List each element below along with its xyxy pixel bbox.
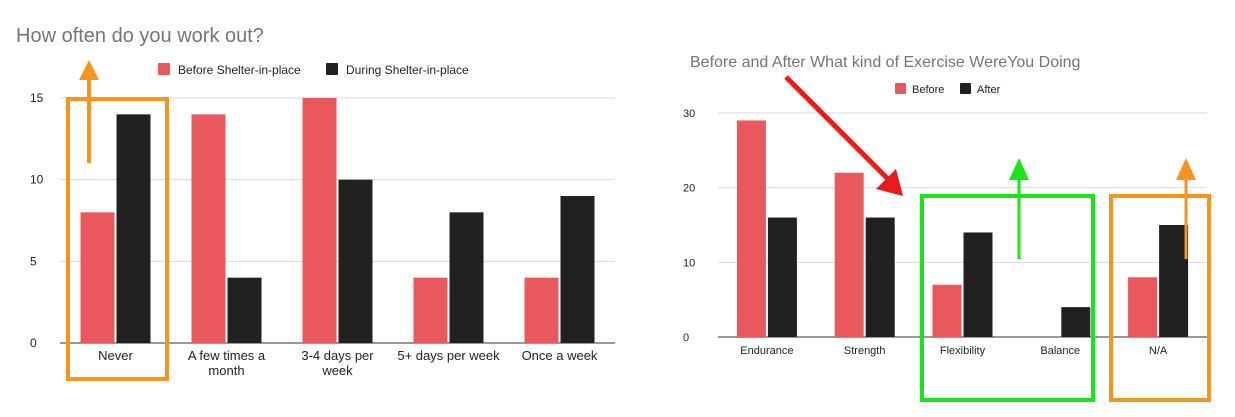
green-arrow-head <box>1009 158 1029 180</box>
category-label-once-a-week: Once a week <box>522 348 598 363</box>
bar-before-endurance <box>736 120 766 337</box>
bar-during-shelter-in-place-once-a-week <box>560 196 595 343</box>
legend-label-during-shelter: During Shelter-in-place <box>346 63 469 77</box>
bar-during-shelter-in-place-3-4-days-per-week <box>338 179 373 343</box>
orange-arrow-head-chart-1 <box>79 60 99 80</box>
y-tick-label: 5 <box>30 254 37 268</box>
highlight-box-flexibility-balance <box>920 194 1095 402</box>
legend-swatch-during-shelter <box>326 63 338 75</box>
chart-1-bars <box>80 98 595 343</box>
legend-label-before-shelter: Before Shelter-in-place <box>178 63 301 77</box>
legend-swatch-after <box>960 83 971 94</box>
y-tick-label: 0 <box>30 336 37 350</box>
chart-2-y-ticks: 0 10 20 30 <box>683 108 695 344</box>
category-label-5-days-per-week: 5+ days per week <box>397 348 500 363</box>
chart-2: Before and After What kind of Exercise W… <box>683 54 1207 357</box>
chart-1-title: How often do you work out? <box>16 25 264 47</box>
bar-before-shelter-in-place-never <box>80 212 115 343</box>
category-label-strength: Strength <box>844 345 886 357</box>
category-label-3-4-days-per-week: 3-4 days per week <box>301 348 374 378</box>
legend-label-before: Before <box>912 84 944 96</box>
category-label-a-few-times-a-month: A few times a month <box>188 348 266 378</box>
annotations <box>66 60 1211 402</box>
bar-during-shelter-in-place-5-days-per-week <box>449 212 484 343</box>
bar-before-n-a <box>1128 277 1158 337</box>
y-tick-label: 15 <box>30 91 44 105</box>
legend-label-after: After <box>977 84 1001 96</box>
bar-before-strength <box>834 172 864 337</box>
red-arrow-head <box>876 169 903 196</box>
bar-after-n-a <box>1159 225 1189 337</box>
chart-1-y-ticks: 0 5 10 15 <box>30 91 44 350</box>
category-label-flexibility: Flexibility <box>940 345 986 357</box>
chart-1: How often do you work out? Before Shelte… <box>16 25 615 378</box>
legend-swatch-before <box>895 83 906 94</box>
bar-after-balance <box>1061 307 1091 337</box>
bar-before-flexibility <box>932 284 962 337</box>
chart-1-category-labels: Never A few times a month 3-4 days per week 5… <box>98 348 598 378</box>
chart-2-legend: Before After <box>895 83 1001 96</box>
bar-during-shelter-in-place-never <box>116 114 151 343</box>
bar-after-flexibility <box>963 232 993 337</box>
chart-2-category-labels: Endurance Strength Flexibility Balance N/A <box>740 345 1168 357</box>
category-label-endurance: Endurance <box>740 345 793 357</box>
orange-arrow-head-chart-2 <box>1176 158 1196 180</box>
chart-2-bars <box>736 120 1189 337</box>
bar-after-strength <box>865 217 895 337</box>
red-arrow-shaft <box>784 75 890 181</box>
chart-2-gridlines <box>718 112 1207 338</box>
y-tick-label: 30 <box>683 108 695 120</box>
bar-before-shelter-in-place-5-days-per-week <box>413 277 448 343</box>
chart-2-title: Before and After What kind of Exercise W… <box>690 54 1080 71</box>
bar-during-shelter-in-place-a-few-times-a-month <box>227 277 262 343</box>
y-tick-label: 0 <box>683 332 689 344</box>
y-tick-label: 20 <box>683 183 695 195</box>
highlight-box-na <box>1109 194 1211 402</box>
category-label-never: Never <box>98 348 133 363</box>
chart-1-legend: Before Shelter-in-place During Shelter-i… <box>158 63 469 77</box>
category-label-balance: Balance <box>1040 345 1080 357</box>
y-tick-label: 10 <box>683 257 695 269</box>
bar-before-shelter-in-place-a-few-times-a-month <box>191 114 226 343</box>
bar-before-shelter-in-place-3-4-days-per-week <box>302 98 337 343</box>
y-tick-label: 10 <box>30 173 44 187</box>
highlight-box-never <box>66 97 169 381</box>
bar-before-shelter-in-place-once-a-week <box>524 277 559 343</box>
legend-swatch-before-shelter <box>158 63 170 75</box>
bar-after-endurance <box>767 217 797 337</box>
category-label-n-a: N/A <box>1149 345 1168 357</box>
